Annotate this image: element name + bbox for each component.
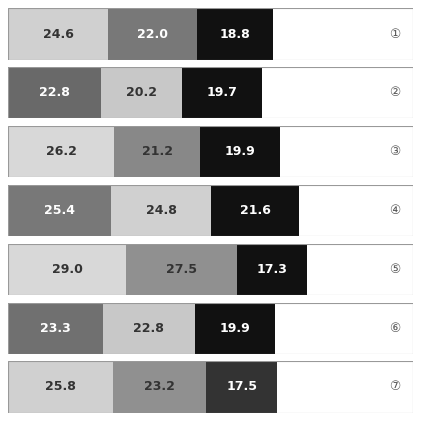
FancyBboxPatch shape xyxy=(237,244,306,295)
Text: 18.8: 18.8 xyxy=(219,27,250,40)
FancyBboxPatch shape xyxy=(200,126,280,177)
Text: ①: ① xyxy=(389,27,400,40)
Text: 20.2: 20.2 xyxy=(126,86,157,99)
FancyBboxPatch shape xyxy=(273,8,413,60)
FancyBboxPatch shape xyxy=(8,244,125,295)
Text: 19.9: 19.9 xyxy=(220,322,250,335)
Text: ⑦: ⑦ xyxy=(389,381,400,394)
FancyBboxPatch shape xyxy=(275,303,413,354)
Text: 17.3: 17.3 xyxy=(256,263,287,276)
Text: ②: ② xyxy=(389,86,400,99)
FancyBboxPatch shape xyxy=(8,8,108,60)
FancyBboxPatch shape xyxy=(108,8,197,60)
Text: 25.4: 25.4 xyxy=(44,204,75,217)
Text: 23.2: 23.2 xyxy=(144,381,175,394)
FancyBboxPatch shape xyxy=(298,185,413,236)
Text: 25.8: 25.8 xyxy=(45,381,76,394)
FancyBboxPatch shape xyxy=(103,303,195,354)
FancyBboxPatch shape xyxy=(182,67,262,118)
FancyBboxPatch shape xyxy=(306,244,413,295)
FancyBboxPatch shape xyxy=(115,126,200,177)
Text: ⑥: ⑥ xyxy=(389,322,400,335)
Text: 24.8: 24.8 xyxy=(146,204,177,217)
Text: 21.2: 21.2 xyxy=(141,145,173,158)
Text: 24.6: 24.6 xyxy=(43,27,74,40)
FancyBboxPatch shape xyxy=(125,244,237,295)
FancyBboxPatch shape xyxy=(8,126,115,177)
Text: 19.7: 19.7 xyxy=(207,86,237,99)
Text: 29.0: 29.0 xyxy=(52,263,83,276)
Text: 22.8: 22.8 xyxy=(39,86,70,99)
FancyBboxPatch shape xyxy=(101,67,182,118)
FancyBboxPatch shape xyxy=(113,361,206,413)
FancyBboxPatch shape xyxy=(8,303,103,354)
FancyBboxPatch shape xyxy=(262,67,413,118)
Text: ⑤: ⑤ xyxy=(389,263,400,276)
FancyBboxPatch shape xyxy=(211,185,298,236)
Text: ④: ④ xyxy=(389,204,400,217)
Text: 21.6: 21.6 xyxy=(240,204,270,217)
Text: 17.5: 17.5 xyxy=(226,381,257,394)
Text: 26.2: 26.2 xyxy=(46,145,77,158)
Text: 22.8: 22.8 xyxy=(133,322,164,335)
FancyBboxPatch shape xyxy=(277,361,413,413)
FancyBboxPatch shape xyxy=(280,126,413,177)
FancyBboxPatch shape xyxy=(195,303,275,354)
FancyBboxPatch shape xyxy=(8,185,111,236)
FancyBboxPatch shape xyxy=(8,361,113,413)
Text: 27.5: 27.5 xyxy=(166,263,197,276)
FancyBboxPatch shape xyxy=(197,8,273,60)
FancyBboxPatch shape xyxy=(8,67,101,118)
FancyBboxPatch shape xyxy=(111,185,211,236)
FancyBboxPatch shape xyxy=(206,361,277,413)
Text: ③: ③ xyxy=(389,145,400,158)
Text: 19.9: 19.9 xyxy=(225,145,256,158)
Text: 23.3: 23.3 xyxy=(40,322,71,335)
Text: 22.0: 22.0 xyxy=(137,27,168,40)
